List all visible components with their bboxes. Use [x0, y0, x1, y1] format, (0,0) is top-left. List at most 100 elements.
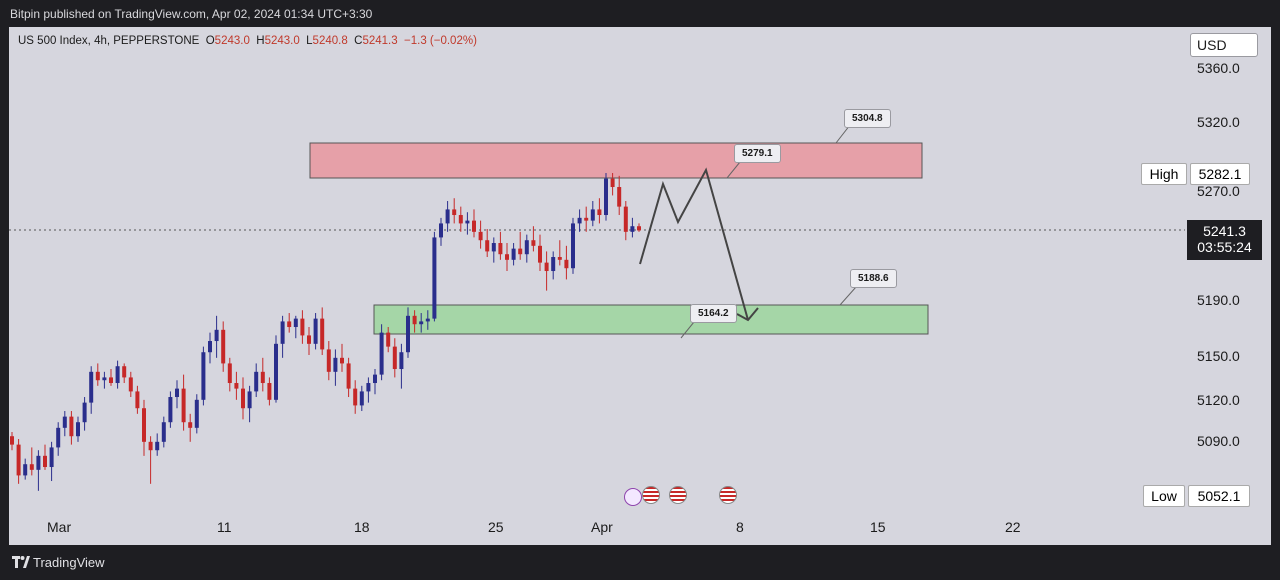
candle-body[interactable] [353, 388, 358, 406]
candle-body[interactable] [406, 315, 410, 353]
projection-path[interactable] [639, 167, 749, 321]
candle-body[interactable] [168, 397, 173, 423]
candle-body[interactable] [69, 416, 74, 437]
candle-body[interactable] [89, 371, 94, 403]
candle-body[interactable] [287, 321, 292, 328]
candle-body[interactable] [82, 402, 87, 423]
candle-body[interactable] [524, 240, 529, 255]
candle-body[interactable] [439, 223, 443, 238]
candle-body[interactable] [181, 388, 186, 423]
candle-body[interactable] [194, 399, 199, 428]
candle-body[interactable] [76, 422, 80, 437]
candle-body[interactable] [142, 408, 146, 442]
candle-body[interactable] [161, 422, 166, 442]
candle-body[interactable] [590, 209, 595, 221]
resistance-zone[interactable] [309, 142, 923, 179]
candle-body[interactable] [412, 315, 417, 325]
candle-body[interactable] [326, 349, 331, 372]
candle-body[interactable] [617, 187, 622, 207]
candle-body[interactable] [274, 343, 278, 400]
candle-body[interactable] [551, 257, 556, 272]
callout-5304-8[interactable]: 5304.8 [844, 109, 891, 128]
candle-body[interactable] [260, 371, 265, 384]
candle-body[interactable] [320, 318, 325, 350]
candle-body[interactable] [392, 346, 397, 370]
event-us-flag-icon[interactable] [719, 486, 737, 504]
candle-body[interactable] [584, 217, 589, 221]
candle-body[interactable] [544, 262, 549, 272]
candle-body[interactable] [511, 248, 516, 260]
candle-body[interactable] [109, 377, 113, 384]
currency-button[interactable]: USD [1190, 33, 1258, 57]
candle-body[interactable] [637, 226, 641, 231]
candle-body[interactable] [498, 243, 503, 255]
event-us-flag-icon[interactable] [669, 486, 687, 504]
candle-body[interactable] [604, 178, 608, 216]
candle-body[interactable] [472, 220, 476, 232]
candle-body[interactable] [458, 215, 463, 224]
candle-body[interactable] [491, 243, 496, 252]
candle-body[interactable] [505, 254, 509, 260]
candle-body[interactable] [62, 416, 67, 428]
candle-body[interactable] [432, 237, 437, 319]
candle-body[interactable] [267, 383, 272, 400]
candle-body[interactable] [366, 383, 371, 392]
candle-body[interactable] [313, 318, 318, 344]
candle-body[interactable] [148, 441, 153, 451]
candle-body[interactable] [425, 318, 430, 322]
candle-body[interactable] [465, 220, 470, 224]
candle-body[interactable] [155, 441, 160, 451]
candle-body[interactable] [188, 422, 193, 428]
candle-body[interactable] [10, 436, 14, 445]
candle-body[interactable] [23, 464, 28, 476]
candle-body[interactable] [43, 455, 47, 468]
candle-body[interactable] [564, 259, 569, 269]
chart-frame[interactable] [9, 27, 1271, 545]
candle-body[interactable] [597, 209, 602, 216]
candle-body[interactable] [247, 391, 252, 409]
candle-body[interactable] [293, 318, 298, 328]
candle-body[interactable] [386, 332, 391, 347]
candle-body[interactable] [571, 223, 575, 269]
candle-body[interactable] [485, 240, 490, 252]
candle-body[interactable] [610, 178, 615, 188]
candle-body[interactable] [630, 226, 635, 232]
candle-body[interactable] [557, 257, 562, 260]
candle-body[interactable] [36, 455, 41, 470]
candle-body[interactable] [531, 240, 536, 246]
candle-body[interactable] [379, 332, 384, 375]
candle-body[interactable] [214, 329, 219, 342]
candle-body[interactable] [102, 377, 107, 381]
callout-5279-1[interactable]: 5279.1 [734, 144, 781, 163]
candle-body[interactable] [208, 341, 212, 353]
candle-body[interactable] [29, 464, 34, 470]
candle-body[interactable] [254, 371, 259, 392]
candle-body[interactable] [241, 388, 245, 409]
callout-5188-6[interactable]: 5188.6 [850, 269, 897, 288]
candle-body[interactable] [623, 206, 628, 232]
candle-body[interactable] [16, 444, 21, 476]
candle-body[interactable] [122, 366, 127, 378]
callout-5164-2[interactable]: 5164.2 [690, 304, 737, 323]
event-flash-icon[interactable] [624, 488, 642, 506]
candle-body[interactable] [445, 209, 450, 224]
candle-body[interactable] [280, 321, 285, 344]
candle-body[interactable] [221, 329, 226, 364]
candle-body[interactable] [135, 391, 140, 409]
support-zone[interactable] [373, 304, 929, 335]
candle-body[interactable] [478, 231, 483, 241]
candle-body[interactable] [234, 383, 239, 389]
candle-body[interactable] [577, 217, 582, 224]
candle-body[interactable] [95, 371, 100, 381]
candle-body[interactable] [307, 335, 311, 344]
candle-body[interactable] [300, 318, 305, 336]
candle-body[interactable] [518, 248, 523, 255]
candle-body[interactable] [227, 363, 232, 384]
candle-body[interactable] [175, 388, 179, 398]
candle-body[interactable] [201, 352, 206, 400]
candle-body[interactable] [56, 427, 61, 448]
candle-body[interactable] [49, 447, 54, 468]
candle-body[interactable] [399, 352, 404, 370]
candle-body[interactable] [340, 357, 344, 364]
